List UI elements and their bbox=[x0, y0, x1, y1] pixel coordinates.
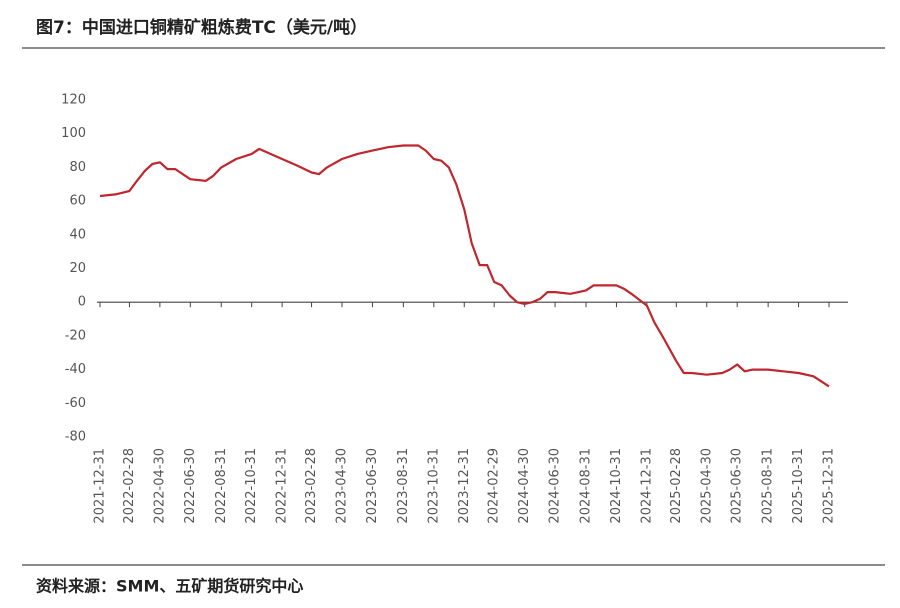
x-tick-label: 2023-10-31 bbox=[426, 448, 441, 524]
y-tick-label: 120 bbox=[61, 93, 86, 108]
y-tick-label: 0 bbox=[78, 295, 86, 310]
x-tick-label: 2025-12-31 bbox=[822, 448, 837, 524]
y-tick-label: 60 bbox=[69, 194, 86, 209]
x-tick-label: 2023-08-31 bbox=[396, 448, 411, 524]
x-tick-label: 2024-04-30 bbox=[517, 448, 532, 524]
x-tick-label: 2023-06-30 bbox=[365, 448, 380, 524]
x-tick-label: 2021-12-31 bbox=[93, 448, 108, 524]
y-tick-label: -20 bbox=[65, 328, 86, 343]
x-tick-label: 2025-02-28 bbox=[669, 448, 684, 524]
x-tick-label: 2022-06-30 bbox=[183, 448, 198, 524]
y-tick-label: 80 bbox=[69, 160, 86, 175]
x-tick-label: 2025-10-31 bbox=[791, 448, 806, 524]
x-tick-label: 2022-04-30 bbox=[152, 448, 167, 524]
y-tick-label: 20 bbox=[69, 261, 86, 276]
y-tick-label: -40 bbox=[65, 362, 86, 377]
x-tick-label: 2024-02-29 bbox=[487, 448, 502, 524]
x-tick-label: 2022-08-31 bbox=[214, 448, 229, 524]
source-note: 资料来源：SMM、五矿期货研究中心 bbox=[36, 577, 303, 596]
x-tick-label: 2023-02-28 bbox=[304, 448, 319, 524]
x-tick-label: 2022-02-28 bbox=[122, 448, 137, 524]
x-tick-label: 2025-06-30 bbox=[730, 448, 745, 524]
x-tick-label: 2024-06-30 bbox=[548, 448, 563, 524]
y-tick-label: 100 bbox=[61, 126, 86, 141]
data-line bbox=[99, 144, 830, 388]
x-tick-label: 2024-08-31 bbox=[579, 448, 594, 524]
y-tick-label: -60 bbox=[65, 396, 86, 411]
y-tick-label: 40 bbox=[69, 227, 86, 242]
x-tick-label: 2025-08-31 bbox=[761, 448, 776, 524]
x-tick-label: 2022-12-31 bbox=[275, 448, 290, 524]
x-tick-label: 2025-04-30 bbox=[699, 448, 714, 524]
x-tick-label: 2022-10-31 bbox=[244, 448, 259, 524]
x-tick-label: 2024-10-31 bbox=[609, 448, 624, 524]
x-tick-label: 2023-12-31 bbox=[457, 448, 472, 524]
x-tick-label: 2024-12-31 bbox=[639, 448, 654, 524]
chart-title: 图7：中国进口铜精矿粗炼费TC（美元/吨） bbox=[36, 17, 367, 38]
y-tick-label: -80 bbox=[65, 430, 86, 445]
x-tick-label: 2023-04-30 bbox=[335, 448, 350, 524]
